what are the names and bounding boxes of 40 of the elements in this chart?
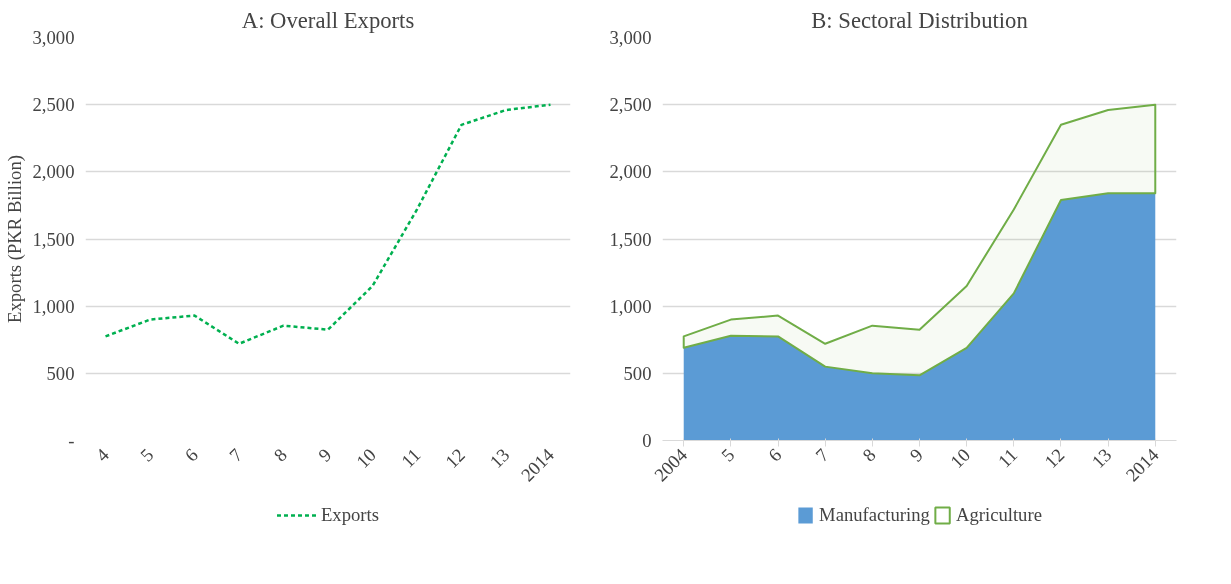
legend-label: Manufacturing — [819, 504, 930, 526]
y-tick-label: 2,000 — [32, 161, 75, 183]
chart-title: A: Overall Exports — [241, 7, 415, 33]
y-tick-label: 500 — [46, 362, 75, 384]
y-tick-label: 500 — [623, 362, 652, 384]
x-tick-label: 5 — [136, 444, 158, 466]
y-tick-label: 2,500 — [609, 94, 652, 116]
line-series — [104, 103, 552, 346]
legend-label: Exports — [320, 504, 380, 526]
y-tick-label: 0 — [642, 430, 652, 451]
x-tick-label: 8 — [269, 444, 291, 466]
x-tick-label: 13 — [485, 444, 514, 473]
y-axis-title: Exports (PKR Billion) — [3, 155, 26, 323]
chart-title: B: Sectoral Distribution — [811, 7, 1028, 33]
x-tick-label: 6 — [764, 444, 786, 466]
y-tick-label: 1,500 — [609, 228, 652, 250]
legend-label: Agriculture — [955, 504, 1042, 526]
x-tick-label: 12 — [1040, 444, 1069, 473]
x-tick-label: 7 — [811, 444, 833, 466]
x-tick-label: 11 — [993, 444, 1022, 472]
x-tick-label: 5 — [716, 444, 739, 466]
x-tick-label: 9 — [313, 444, 336, 466]
x-tick-label: 12 — [440, 444, 469, 473]
x-tick-label: 9 — [905, 444, 927, 466]
y-tick-label: 1,500 — [32, 228, 75, 250]
y-tick-label: 3,000 — [609, 27, 652, 48]
y-tick-label: 3,000 — [32, 27, 75, 48]
y-tick-label: 1,000 — [609, 295, 652, 317]
x-tick-label: 7 — [224, 444, 247, 466]
x-tick-label: 6 — [180, 444, 202, 466]
y-tick-label: - — [68, 430, 75, 451]
x-tick-label: 10 — [946, 444, 975, 473]
y-tick-label: 1,000 — [32, 295, 75, 317]
x-tick-label: 8 — [858, 444, 880, 466]
x-tick-label: 11 — [396, 444, 425, 472]
x-tick-label: 4 — [91, 443, 114, 466]
x-tick-label: 10 — [351, 444, 380, 473]
y-tick-label: 2,500 — [32, 94, 75, 116]
y-tick-label: 2,000 — [609, 161, 652, 183]
x-tick-label: 13 — [1087, 444, 1116, 473]
